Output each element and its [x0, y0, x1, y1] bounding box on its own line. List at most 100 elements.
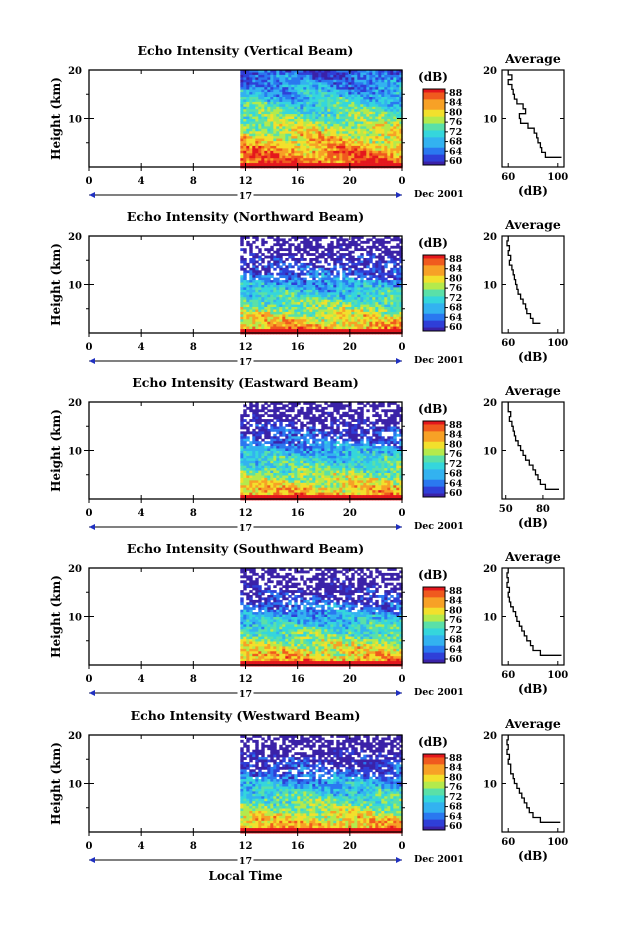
heatmap-cell [372, 138, 376, 142]
heatmap-cell [261, 150, 265, 154]
heatmap-cell [342, 316, 346, 320]
heatmap-cell [243, 114, 247, 117]
heatmap-cell [264, 272, 268, 276]
heatmap-cell [294, 275, 298, 279]
x-tick-label: 16 [291, 176, 305, 187]
heatmap-cell [252, 153, 256, 157]
heatmap-cell [264, 163, 268, 166]
heatmap-cell [306, 428, 310, 432]
heatmap-cell [306, 74, 310, 78]
heatmap-cell [381, 97, 385, 100]
heatmap-cell [354, 324, 358, 328]
heatmap-cell [273, 409, 277, 413]
heatmap-cell [249, 324, 253, 328]
heatmap-cell [240, 260, 244, 264]
heatmap-cell [312, 414, 316, 418]
heatmap-cell [252, 282, 256, 286]
heatmap-cell [249, 277, 253, 281]
heatmap-cell [345, 314, 349, 318]
heatmap-cell [339, 302, 343, 305]
heatmap-cell [366, 106, 370, 110]
heatmap-cell [264, 277, 268, 281]
heatmap-cell [363, 316, 367, 320]
x-tick-label: 4 [138, 176, 145, 187]
heatmap-cell [249, 79, 253, 83]
heatmap-cell [372, 116, 376, 120]
heatmap-cell [372, 292, 376, 296]
heatmap-cell [309, 433, 313, 437]
heatmap-cell [369, 111, 373, 115]
heatmap-cell [348, 292, 352, 296]
heatmap-cell [243, 116, 247, 120]
heatmap-cell [240, 114, 244, 117]
heatmap-cell [363, 150, 367, 154]
heatmap-cell [327, 309, 331, 313]
heatmap-cell [378, 70, 382, 73]
heatmap-cell [321, 89, 325, 93]
heatmap-cell [240, 448, 244, 452]
heatmap-cell [291, 72, 295, 76]
heatmap-cell [309, 141, 313, 144]
heatmap-cell [321, 155, 325, 159]
heatmap-cell [315, 321, 319, 325]
heatmap-cell [351, 438, 355, 442]
heatmap-cell [351, 309, 355, 313]
heatmap-cell [252, 106, 256, 110]
heatmap-cell [315, 145, 319, 149]
heatmap-cell [351, 280, 355, 283]
heatmap-cell [339, 74, 343, 78]
heatmap-cell [336, 87, 340, 91]
heatmap-cell [381, 72, 385, 76]
heatmap-cell [378, 272, 382, 276]
heatmap-cell [357, 419, 361, 422]
heatmap-cell [336, 419, 340, 422]
heatmap-cell [354, 326, 358, 330]
heatmap-cell [279, 302, 283, 305]
heatmap-cell [393, 92, 397, 95]
heatmap-cell [315, 131, 319, 135]
heatmap-cell [300, 136, 304, 140]
heatmap-cell [282, 414, 286, 418]
heatmap-cell [363, 309, 367, 313]
heatmap-cell [330, 294, 334, 298]
heatmap-cell [240, 314, 244, 318]
heatmap-cell [345, 114, 349, 117]
heatmap-cell [252, 126, 256, 130]
heatmap-cell [345, 116, 349, 120]
heatmap-cell [261, 265, 265, 269]
x-tick-label: 20 [343, 176, 357, 187]
heatmap-cell [261, 324, 265, 328]
heatmap-cell [348, 287, 352, 291]
heatmap-cell [339, 126, 343, 130]
heatmap-cell [267, 414, 271, 418]
heatmap-cell [357, 79, 361, 83]
heatmap-cell [306, 326, 310, 330]
heatmap-cell [255, 121, 259, 125]
heatmap-cell [390, 280, 394, 283]
heatmap-cell [255, 236, 259, 239]
heatmap-cell [240, 148, 244, 152]
heatmap-cell [252, 414, 256, 418]
heatmap-cell [336, 304, 340, 308]
heatmap-cell [264, 307, 268, 310]
heatmap-cell [333, 99, 337, 103]
heatmap-cell [375, 302, 379, 305]
heatmap-cell [339, 116, 343, 120]
heatmap-cell [381, 136, 385, 140]
heatmap-cell [309, 245, 313, 249]
heatmap-cell [306, 311, 310, 315]
heatmap-cell [375, 104, 379, 108]
heatmap-cell [366, 292, 370, 296]
heatmap-cell [249, 145, 253, 149]
heatmap-cell [375, 419, 379, 422]
heatmap-cell [384, 292, 388, 296]
heatmap-cell [306, 245, 310, 249]
heatmap-cell [291, 326, 295, 330]
heatmap-cell [378, 77, 382, 81]
heatmap-cell [369, 72, 373, 76]
heatmap-cell [339, 316, 343, 320]
heatmap-cell [276, 294, 280, 298]
heatmap-cell [348, 299, 352, 303]
heatmap-cell [252, 79, 256, 83]
heatmap-cell [399, 260, 403, 264]
